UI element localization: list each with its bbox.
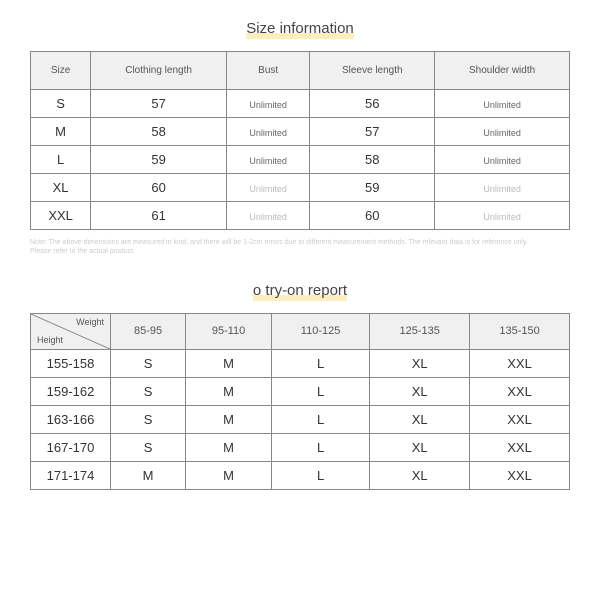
cell-size-rec: XL xyxy=(370,378,470,406)
tryon-header-row: Weight Height 85-95 95-110 110-125 125-1… xyxy=(31,314,570,350)
cell-size-rec: L xyxy=(271,462,369,490)
cell-size: XXL xyxy=(31,202,91,230)
cell-bust: Unlimited xyxy=(226,174,309,202)
cell-size-rec: L xyxy=(271,434,369,462)
cell-size-rec: L xyxy=(271,350,369,378)
cell-size-rec: M xyxy=(111,462,186,490)
cell-shoulder: Unlimited xyxy=(435,118,570,146)
cell-height: 159-162 xyxy=(31,378,111,406)
cell-height: 163-166 xyxy=(31,406,111,434)
cell-size-rec: XL xyxy=(370,406,470,434)
cell-bust: Unlimited xyxy=(226,90,309,118)
cell-shoulder: Unlimited xyxy=(435,146,570,174)
cell-size-rec: XL xyxy=(370,350,470,378)
cell-size: XL xyxy=(31,174,91,202)
col-bust: Bust xyxy=(226,52,309,90)
cell-shoulder: Unlimited xyxy=(435,202,570,230)
table-row: M58Unlimited57Unlimited xyxy=(31,118,570,146)
weight-col-3: 125-135 xyxy=(370,314,470,350)
cell-size-rec: S xyxy=(111,378,186,406)
table-row: S57Unlimited56Unlimited xyxy=(31,90,570,118)
cell-bust: Unlimited xyxy=(226,118,309,146)
cell-height: 171-174 xyxy=(31,462,111,490)
cell-size-rec: M xyxy=(186,350,272,378)
cell-sleeve: 60 xyxy=(310,202,435,230)
table-row: 171-174MMLXLXXL xyxy=(31,462,570,490)
tryon-table: Weight Height 85-95 95-110 110-125 125-1… xyxy=(30,313,570,490)
cell-sleeve: 57 xyxy=(310,118,435,146)
table-row: 167-170SMLXLXXL xyxy=(31,434,570,462)
col-shoulder-width: Shoulder width xyxy=(435,52,570,90)
weight-col-2: 110-125 xyxy=(271,314,369,350)
cell-bust: Unlimited xyxy=(226,146,309,174)
cell-size-rec: M xyxy=(186,462,272,490)
cell-sleeve: 59 xyxy=(310,174,435,202)
cell-size-rec: XXL xyxy=(470,462,570,490)
size-table-header-row: Size Clothing length Bust Sleeve length … xyxy=(31,52,570,90)
diag-weight-label: Weight xyxy=(76,317,104,328)
cell-shoulder: Unlimited xyxy=(435,174,570,202)
table-row: XXL61Unlimited60Unlimited xyxy=(31,202,570,230)
cell-clothing: 58 xyxy=(91,118,227,146)
cell-size: S xyxy=(31,90,91,118)
cell-size-rec: XXL xyxy=(470,406,570,434)
cell-size-rec: L xyxy=(271,378,369,406)
cell-size-rec: S xyxy=(111,434,186,462)
cell-size-rec: XXL xyxy=(470,434,570,462)
diag-height-label: Height xyxy=(37,335,63,346)
cell-size-rec: M xyxy=(186,378,272,406)
cell-size-rec: S xyxy=(111,350,186,378)
cell-height: 167-170 xyxy=(31,434,111,462)
cell-size-rec: XXL xyxy=(470,350,570,378)
weight-col-4: 135-150 xyxy=(470,314,570,350)
cell-size-rec: XXL xyxy=(470,378,570,406)
cell-size: L xyxy=(31,146,91,174)
table-row: 155-158SMLXLXXL xyxy=(31,350,570,378)
col-sleeve-length: Sleeve length xyxy=(310,52,435,90)
diag-height-weight-cell: Weight Height xyxy=(31,314,111,350)
cell-bust: Unlimited xyxy=(226,202,309,230)
cell-sleeve: 56 xyxy=(310,90,435,118)
cell-clothing: 57 xyxy=(91,90,227,118)
table-row: 163-166SMLXLXXL xyxy=(31,406,570,434)
cell-sleeve: 58 xyxy=(310,146,435,174)
size-note: Note: The above dimensions are measured … xyxy=(30,238,570,256)
table-row: XL60Unlimited59Unlimited xyxy=(31,174,570,202)
tryon-title: o try-on report xyxy=(253,282,347,299)
table-row: 159-162SMLXLXXL xyxy=(31,378,570,406)
cell-clothing: 59 xyxy=(91,146,227,174)
cell-size-rec: XL xyxy=(370,462,470,490)
col-clothing-length: Clothing length xyxy=(91,52,227,90)
cell-size-rec: XL xyxy=(370,434,470,462)
cell-size-rec: M xyxy=(186,434,272,462)
size-info-title: Size information xyxy=(246,20,354,37)
size-table: Size Clothing length Bust Sleeve length … xyxy=(30,51,570,230)
cell-size-rec: L xyxy=(271,406,369,434)
weight-col-1: 95-110 xyxy=(186,314,272,350)
cell-shoulder: Unlimited xyxy=(435,90,570,118)
cell-height: 155-158 xyxy=(31,350,111,378)
weight-col-0: 85-95 xyxy=(111,314,186,350)
col-size: Size xyxy=(31,52,91,90)
cell-size: M xyxy=(31,118,91,146)
cell-clothing: 61 xyxy=(91,202,227,230)
cell-size-rec: S xyxy=(111,406,186,434)
cell-size-rec: M xyxy=(186,406,272,434)
table-row: L59Unlimited58Unlimited xyxy=(31,146,570,174)
cell-clothing: 60 xyxy=(91,174,227,202)
